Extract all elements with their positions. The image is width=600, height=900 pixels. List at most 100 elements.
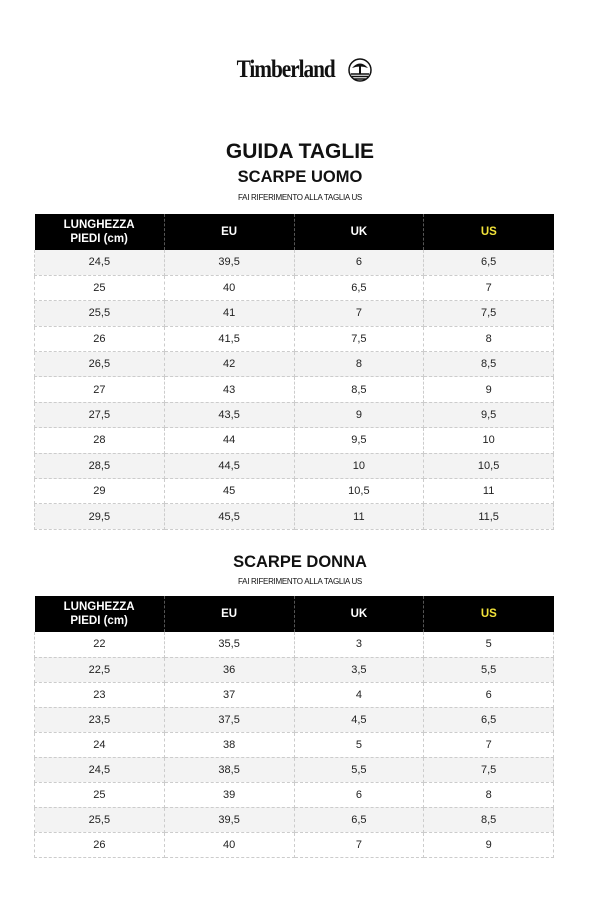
table-cell: 7,5 <box>423 757 554 783</box>
table-row: 23 37 4 6 <box>34 682 554 708</box>
table-cell: 38 <box>164 732 295 758</box>
table-cell: 26 <box>34 326 165 353</box>
table-cell: 28 <box>34 427 165 454</box>
table-cell: 6 <box>423 682 554 708</box>
table-cell: 9 <box>423 376 554 403</box>
table-cell: 7,5 <box>294 326 425 353</box>
table-cell: 25 <box>34 275 165 302</box>
table-row: 27,5 43,5 9 9,5 <box>34 402 554 429</box>
table-cell: 26 <box>34 832 165 858</box>
table-cell: 10,5 <box>423 453 554 480</box>
page-title: GUIDA TAGLIE <box>225 140 375 163</box>
column-header: UK <box>294 214 425 250</box>
men-note: FAI RIFERIMENTO ALLA TAGLIA US <box>238 193 362 202</box>
table-cell: 39 <box>164 782 295 808</box>
table-cell: 25 <box>34 782 165 808</box>
column-header: US <box>423 214 554 250</box>
table-cell: 41 <box>164 300 295 327</box>
timberland-logo: Timberland <box>0 56 600 84</box>
table-cell: 25,5 <box>34 807 165 833</box>
table-cell: 26,5 <box>34 351 165 378</box>
table-row: 25,5 41 7 7,5 <box>34 300 554 327</box>
table-cell: 11,5 <box>423 503 554 530</box>
table-cell: 24 <box>34 732 165 758</box>
table-cell: 43,5 <box>164 402 295 429</box>
table-row: 25 40 6,5 7 <box>34 275 554 302</box>
table-row: 27 43 8,5 9 <box>34 376 554 403</box>
table-cell: 42 <box>164 351 295 378</box>
table-cell: 8,5 <box>423 351 554 378</box>
table-row: 25,5 39,5 6,5 8,5 <box>34 807 554 833</box>
table-cell: 8,5 <box>294 376 425 403</box>
column-header: LUNGHEZZA PIEDI (cm) <box>34 214 165 250</box>
table-row: 26 40 7 9 <box>34 832 554 858</box>
table-cell: 6,5 <box>423 250 554 276</box>
table-cell: 5 <box>294 732 425 758</box>
table-cell: 9,5 <box>294 427 425 454</box>
tree-icon <box>347 58 372 82</box>
table-cell: 10,5 <box>294 478 425 505</box>
column-header: LUNGHEZZA PIEDI (cm) <box>34 596 165 632</box>
table-cell: 43 <box>164 376 295 403</box>
table-cell: 23 <box>34 682 165 708</box>
table-cell: 39,5 <box>164 250 295 276</box>
women-size-table: LUNGHEZZA PIEDI (cm) EU UK US 22 35,5 3 5 22,5 36… <box>34 596 554 858</box>
table-cell: 4 <box>294 682 425 708</box>
men-section-title: SCARPE UOMO <box>237 168 363 186</box>
table-cell: 8 <box>423 326 554 353</box>
table-cell: 7,5 <box>423 300 554 327</box>
table-cell: 27,5 <box>34 402 165 429</box>
table-cell: 9 <box>294 402 425 429</box>
table-cell: 6,5 <box>294 807 425 833</box>
table-cell: 7 <box>423 275 554 302</box>
table-cell: 37 <box>164 682 295 708</box>
table-cell: 3 <box>294 632 425 658</box>
table-cell: 5 <box>423 632 554 658</box>
table-cell: 45,5 <box>164 503 295 530</box>
table-cell: 27 <box>34 376 165 403</box>
table-cell: 6 <box>294 782 425 808</box>
table-row: 29,5 45,5 11 11,5 <box>34 503 554 530</box>
table-cell: 11 <box>423 478 554 505</box>
table-cell: 7 <box>294 832 425 858</box>
column-header: EU <box>164 596 295 632</box>
table-cell: 36 <box>164 657 295 683</box>
column-header: US <box>423 596 554 632</box>
column-header: UK <box>294 596 425 632</box>
table-cell: 38,5 <box>164 757 295 783</box>
table-cell: 9,5 <box>423 402 554 429</box>
table-cell: 28,5 <box>34 453 165 480</box>
table-row: 23,5 37,5 4,5 6,5 <box>34 707 554 733</box>
table-cell: 6,5 <box>423 707 554 733</box>
table-row: 22 35,5 3 5 <box>34 632 554 658</box>
column-header: EU <box>164 214 295 250</box>
table-cell: 4,5 <box>294 707 425 733</box>
table-cell: 29 <box>34 478 165 505</box>
table-cell: 41,5 <box>164 326 295 353</box>
table-row: 25 39 6 8 <box>34 782 554 808</box>
table-cell: 23,5 <box>34 707 165 733</box>
header-row: LUNGHEZZA PIEDI (cm) EU UK US <box>34 214 554 250</box>
table-row: 26 41,5 7,5 8 <box>34 326 554 353</box>
table-row: 28 44 9,5 10 <box>34 427 554 454</box>
table-cell: 45 <box>164 478 295 505</box>
table-cell: 29,5 <box>34 503 165 530</box>
table-cell: 8 <box>423 782 554 808</box>
table-cell: 3,5 <box>294 657 425 683</box>
table-row: 24,5 38,5 5,5 7,5 <box>34 757 554 783</box>
table-cell: 24,5 <box>34 250 165 276</box>
table-cell: 7 <box>423 732 554 758</box>
header-row: LUNGHEZZA PIEDI (cm) EU UK US <box>34 596 554 632</box>
table-cell: 22 <box>34 632 165 658</box>
table-cell: 6,5 <box>294 275 425 302</box>
table-cell: 39,5 <box>164 807 295 833</box>
table-cell: 7 <box>294 300 425 327</box>
table-cell: 5,5 <box>294 757 425 783</box>
table-cell: 8 <box>294 351 425 378</box>
table-cell: 6 <box>294 250 425 276</box>
women-section-title: SCARPE DONNA <box>233 553 367 571</box>
table-cell: 5,5 <box>423 657 554 683</box>
table-row: 24,5 39,5 6 6,5 <box>34 250 554 276</box>
table-cell: 11 <box>294 503 425 530</box>
table-cell: 24,5 <box>34 757 165 783</box>
